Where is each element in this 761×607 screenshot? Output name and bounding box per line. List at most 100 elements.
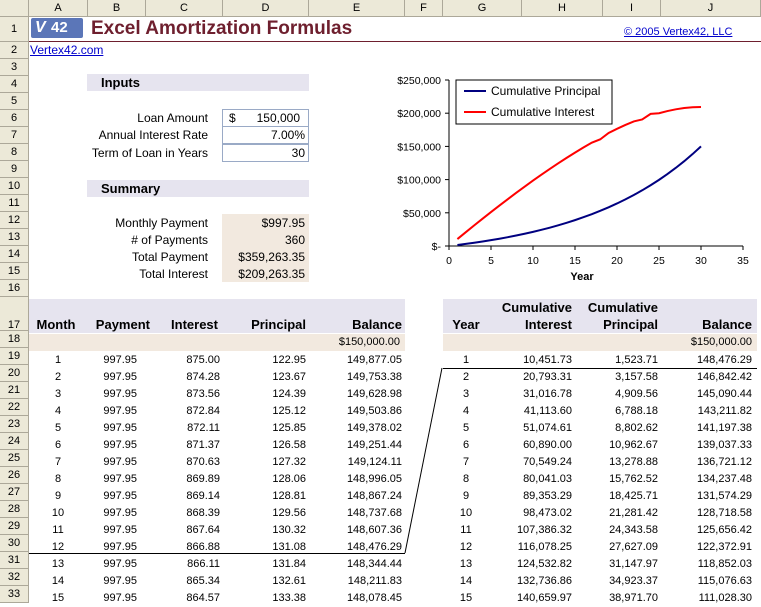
loan-amount-currency: $ — [229, 111, 236, 125]
row-header-17[interactable]: 17 — [0, 297, 29, 331]
monthly-cell-month: 13 — [51, 558, 65, 570]
column-header-f[interactable]: F — [405, 0, 443, 17]
chart-x-tick-label: 30 — [695, 255, 707, 267]
loan-term-input[interactable]: 30 — [222, 144, 309, 162]
amortization-chart[interactable]: $- $50,000 $100,000 $150,000 $200,000 $250,00… — [378, 68, 761, 290]
yearly-cell-0: 13 — [459, 558, 473, 570]
yearly-cell-3: 139,037.33 — [696, 439, 752, 451]
column-header-j[interactable]: J — [661, 0, 761, 17]
monthly-header-interest: Interest — [171, 317, 218, 332]
row-header-31[interactable]: 31 — [0, 552, 29, 569]
select-all-corner[interactable] — [0, 0, 29, 17]
row-header-5[interactable]: 5 — [0, 93, 29, 110]
yearly-cell-2: 10,962.67 — [609, 439, 658, 451]
yearly-header-line1-1: Cumulative — [501, 300, 572, 315]
monthly-cell-interest: 865.34 — [186, 575, 220, 587]
yearly-cell-1: 51,074.61 — [523, 422, 572, 434]
monthly-header-payment: Payment — [95, 317, 150, 332]
yearly-cell-1: 41,113.60 — [523, 405, 572, 417]
yearly-cell-3: 125,656.42 — [696, 524, 752, 536]
row-header-29[interactable]: 29 — [0, 518, 29, 535]
yearly-cell-2: 3,157.58 — [615, 371, 658, 383]
row-header-9[interactable]: 9 — [0, 161, 29, 178]
column-header-i[interactable]: I — [603, 0, 661, 17]
row-header-10[interactable]: 10 — [0, 178, 29, 195]
vertex42-logo[interactable]: V 42 — [31, 18, 83, 38]
row-header-15[interactable]: 15 — [0, 263, 29, 280]
row-header-18[interactable]: 18 — [0, 331, 29, 348]
column-header-a[interactable]: A — [29, 0, 88, 17]
column-header-c[interactable]: C — [146, 0, 223, 17]
chart-x-tick-label: 35 — [737, 255, 749, 267]
yearly-cell-1: 31,016.78 — [523, 388, 572, 400]
row-header-3[interactable]: 3 — [0, 59, 29, 76]
row-header-23[interactable]: 23 — [0, 416, 29, 433]
monthly-cell-balance: 148,476.29 — [346, 541, 402, 553]
yearly-cell-3: 134,237.48 — [696, 473, 752, 485]
total-payment-label: Total Payment — [131, 250, 208, 264]
monthly-cell-payment: 997.95 — [103, 507, 137, 519]
chart-y-tick-label: $200,000 — [397, 108, 441, 120]
yearly-table-header-band — [443, 299, 757, 333]
row-header-28[interactable]: 28 — [0, 501, 29, 518]
row-header-19[interactable]: 19 — [0, 348, 29, 365]
interest-rate-input[interactable]: 7.00% — [222, 126, 309, 144]
row-header-25[interactable]: 25 — [0, 450, 29, 467]
column-header-g[interactable]: G — [443, 0, 522, 17]
column-header-e[interactable]: E — [309, 0, 405, 17]
chart-series-line-1 — [456, 106, 702, 240]
row-header-2[interactable]: 2 — [0, 42, 29, 59]
row-header-14[interactable]: 14 — [0, 246, 29, 263]
monthly-header-month: Month — [36, 317, 76, 332]
yearly-cell-1: 20,793.31 — [523, 371, 572, 383]
monthly-cell-payment: 997.95 — [103, 575, 137, 587]
yearly-cell-3: 118,852.03 — [697, 558, 752, 570]
loan-amount-input[interactable]: $ 150,000 — [222, 109, 309, 127]
monthly-cell-month: 8 — [54, 473, 62, 485]
row-header-21[interactable]: 21 — [0, 382, 29, 399]
column-header-h[interactable]: H — [522, 0, 603, 17]
chart-x-tick-label: 0 — [446, 255, 452, 267]
title-bar — [29, 17, 761, 42]
chart-x-tick-label: 10 — [527, 255, 539, 267]
yearly-cell-1: 124,532.82 — [516, 558, 572, 570]
row-header-7[interactable]: 7 — [0, 127, 29, 144]
row-header-22[interactable]: 22 — [0, 399, 29, 416]
monthly-cell-month: 6 — [54, 439, 62, 451]
monthly-cell-balance: 149,378.02 — [346, 422, 402, 434]
copyright-link[interactable]: © 2005 Vertex42, LLC — [624, 26, 733, 38]
row-header-13[interactable]: 13 — [0, 229, 29, 246]
yearly-start-balance: $150,000.00 — [690, 336, 752, 348]
row-header-12[interactable]: 12 — [0, 212, 29, 229]
monthly-cell-month: 14 — [51, 575, 65, 587]
row-header-6[interactable]: 6 — [0, 110, 29, 127]
monthly-cell-balance: 148,607.36 — [346, 524, 402, 536]
yearly-cell-1: 132,736.86 — [516, 575, 572, 587]
monthly-cell-principal: 127.32 — [272, 456, 306, 468]
monthly-cell-interest: 868.39 — [186, 507, 220, 519]
column-header-d[interactable]: D — [223, 0, 309, 17]
summary-values-band — [222, 214, 309, 282]
yearly-cell-2: 15,762.52 — [609, 473, 658, 485]
monthly-cell-payment: 997.95 — [103, 541, 137, 553]
row-header-4[interactable]: 4 — [0, 76, 29, 93]
row-header-27[interactable]: 27 — [0, 484, 29, 501]
monthly-cell-balance: 148,996.05 — [346, 473, 402, 485]
total-payment-value: $359,263.35 — [238, 250, 305, 264]
row-header-32[interactable]: 32 — [0, 569, 29, 586]
monthly-cell-month: 2 — [54, 371, 62, 383]
row-header-30[interactable]: 30 — [0, 535, 29, 552]
monthly-cell-balance: 149,124.11 — [347, 456, 402, 468]
row-header-24[interactable]: 24 — [0, 433, 29, 450]
row-header-33[interactable]: 33 — [0, 586, 29, 603]
chart-y-tick-label: $100,000 — [397, 175, 441, 187]
site-link[interactable]: Vertex42.com — [30, 43, 104, 57]
row-header-16[interactable]: 16 — [0, 280, 29, 297]
row-header-20[interactable]: 20 — [0, 365, 29, 382]
column-header-b[interactable]: B — [88, 0, 146, 17]
row-header-26[interactable]: 26 — [0, 467, 29, 484]
row-header-1[interactable]: 1 — [0, 17, 29, 42]
row-header-11[interactable]: 11 — [0, 195, 29, 212]
row-header-8[interactable]: 8 — [0, 144, 29, 161]
yearly-header-balance: Balance — [702, 317, 752, 332]
